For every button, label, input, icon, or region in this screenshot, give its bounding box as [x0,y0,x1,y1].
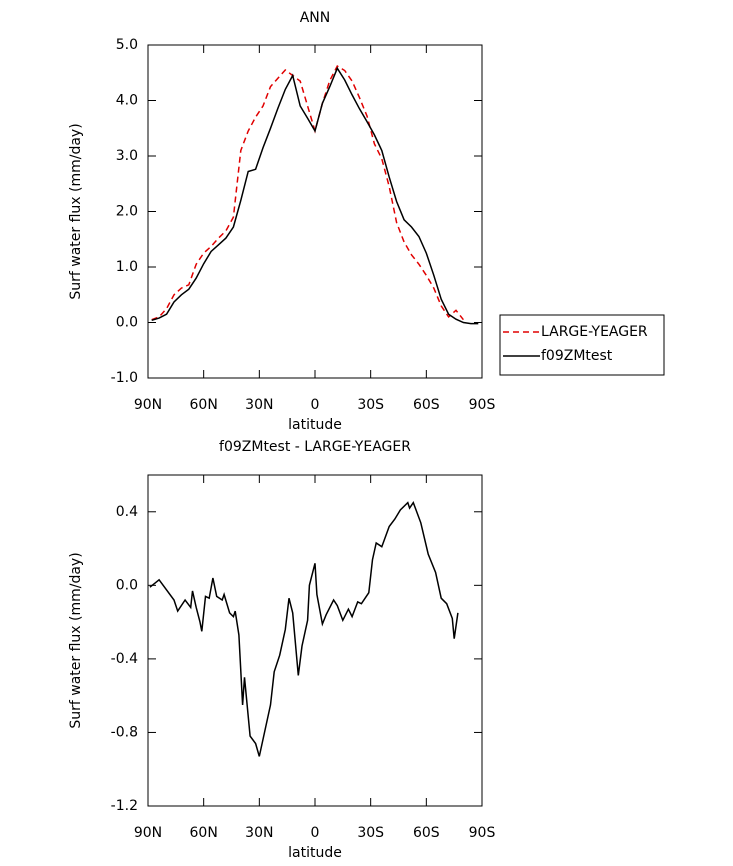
y-tick-label: 0.0 [116,315,138,331]
y-axis-label: Surf water flux (mm/day) [68,552,84,728]
legend-label: LARGE-YEAGER [541,324,648,340]
y-tick-label: 3.0 [116,148,138,164]
y-tick-label: 0.4 [116,504,138,520]
x-tick-label: 0 [311,825,320,841]
y-tick-label: 5.0 [116,37,138,53]
plot-frame [147,474,483,807]
plot-frame [147,44,483,379]
y-axis-label: Surf water flux (mm/day) [68,123,84,299]
x-tick-label: 60N [190,825,218,841]
y-tick-label: 0.0 [116,577,138,593]
chart-title: ANN [300,10,331,26]
chart-title: f09ZMtest - LARGE-YEAGER [219,439,411,455]
data-line [149,500,459,757]
x-tick-label: 90S [469,397,496,413]
x-tick-label: 90N [134,397,162,413]
y-tick-label: -0.8 [111,724,138,740]
x-tick-label: 0 [311,397,320,413]
y-tick-label: 2.0 [116,204,138,220]
x-tick-label: 90S [469,825,496,841]
y-tick-label: -1.0 [111,370,138,386]
x-axis-label: latitude [288,845,342,861]
x-tick-label: 30S [357,825,384,841]
data-line [151,66,479,325]
x-tick-label: 60S [413,397,440,413]
y-tick-label: -1.2 [111,798,138,814]
y-tick-label: -0.4 [111,651,138,667]
y-tick-label: 1.0 [116,259,138,275]
data-line [151,65,464,321]
legend-label: f09ZMtest [541,348,613,364]
x-tick-label: 60N [190,397,218,413]
x-tick-label: 30S [357,397,384,413]
y-tick-label: 4.0 [116,93,138,109]
legend-box [499,314,665,376]
x-axis-label: latitude [288,417,342,433]
x-tick-label: 30N [245,825,273,841]
x-tick-label: 60S [413,825,440,841]
x-tick-label: 30N [245,397,273,413]
x-tick-label: 90N [134,825,162,841]
